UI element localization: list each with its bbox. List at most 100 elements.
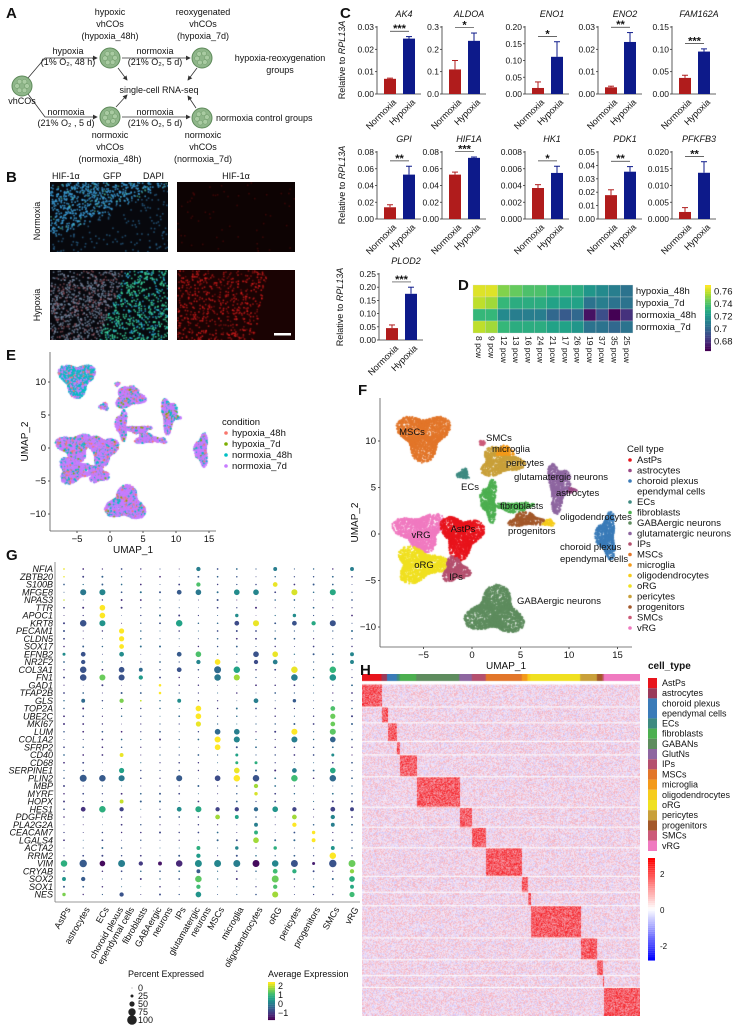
expression-dot <box>234 620 240 626</box>
y-tick-label: 0.020 <box>648 147 670 157</box>
reoxygenated-label: reoxygenated <box>176 7 231 17</box>
expression-dot <box>79 674 87 681</box>
legend-dot <box>628 615 632 620</box>
expression-dot <box>253 807 259 812</box>
row-label-normoxia: Normoxia <box>32 202 42 241</box>
expression-dot <box>293 692 296 694</box>
arrow-normoxic48-seq <box>115 94 128 108</box>
heatmap-cell <box>571 320 584 334</box>
expression-dot <box>235 637 238 640</box>
expression-dot <box>159 792 161 795</box>
expression-dot <box>234 815 239 819</box>
heatmap-cell <box>485 320 498 334</box>
colorbar-tick-label: 0.68 <box>714 337 733 348</box>
expression-dot <box>195 705 202 712</box>
color-legend-label: −1 <box>278 1008 288 1018</box>
organoid-cell <box>109 50 115 57</box>
expression-dot <box>293 715 295 717</box>
y-tick-label: 0.02 <box>578 44 595 54</box>
expression-dot <box>197 800 200 803</box>
expression-dot <box>81 876 86 882</box>
expression-dot <box>101 831 104 834</box>
expression-dot <box>63 637 65 640</box>
expression-dot <box>159 870 161 873</box>
y-tick-label: 0.15 <box>505 39 522 49</box>
legend-dot <box>628 531 632 536</box>
expression-dot <box>63 568 65 570</box>
expression-dot <box>350 660 354 664</box>
bar-chart-HIF1A: 0.000.020.040.060.08HIF1ANormoxiaHypoxia… <box>422 134 486 256</box>
expression-dot <box>351 738 353 741</box>
gene-label: FN1 <box>36 673 53 683</box>
y-tick-label: 0.008 <box>501 147 523 157</box>
expression-dot <box>81 659 86 665</box>
expression-dot <box>121 661 123 663</box>
expression-dot <box>293 583 296 586</box>
colorbar-segment <box>648 874 655 877</box>
y-tick-label: 0.03 <box>578 22 595 32</box>
expression-dot <box>329 767 336 774</box>
color-legend-segment <box>268 1014 275 1017</box>
expression-dot <box>217 692 219 694</box>
y-axis-label: Relative to RPL13A <box>337 21 347 100</box>
expression-dot <box>274 700 276 702</box>
colorbar-segment <box>648 886 655 889</box>
expression-dot <box>178 785 180 787</box>
expression-dot <box>119 651 124 657</box>
expression-dot <box>216 831 219 834</box>
normoxic48-label: normoxic <box>92 130 129 140</box>
expression-dot <box>82 816 84 818</box>
heatmap-cell <box>571 296 584 310</box>
expression-dot <box>293 800 295 803</box>
colorbar-segment <box>648 880 655 883</box>
expression-dot <box>348 860 356 867</box>
y-axis-label-gene: RPL13A <box>337 21 347 55</box>
expression-dot <box>274 591 277 594</box>
expression-dot <box>351 746 353 748</box>
colorbar-segment <box>705 320 711 323</box>
expression-dot <box>252 860 260 867</box>
expression-dot <box>63 777 65 779</box>
expression-dot <box>332 870 334 872</box>
heatmap-cell <box>583 284 597 298</box>
expression-dot <box>63 661 65 663</box>
colorbar-segment <box>648 882 655 885</box>
expression-dot <box>178 831 180 834</box>
expression-dot <box>252 774 260 782</box>
expression-dot <box>255 568 257 570</box>
expression-dot <box>63 606 65 609</box>
expression-dot <box>255 676 257 679</box>
expression-dot <box>274 607 276 609</box>
organoid-cell <box>102 55 108 61</box>
expression-dot <box>195 721 201 727</box>
expression-dot <box>63 761 65 764</box>
bar-hypoxia <box>468 40 480 94</box>
expression-dot <box>82 707 85 710</box>
y-tick-label: 0.05 <box>359 322 376 332</box>
expression-dot <box>159 885 161 888</box>
expression-dot <box>217 870 219 872</box>
gene-label: PLA2G2A <box>13 820 53 830</box>
expression-dot <box>99 589 106 596</box>
expression-dot <box>119 636 125 642</box>
cell-type-label: vRG <box>343 905 361 926</box>
expression-dot <box>254 830 258 835</box>
colorbar-segment <box>705 291 711 294</box>
expression-dot <box>101 885 104 888</box>
organoid-cell <box>112 55 118 61</box>
colorbar-segment <box>648 944 655 947</box>
row-label: normoxia_7d <box>636 322 691 333</box>
expression-dot <box>101 723 104 725</box>
normoxia-group-label: normoxia control groups <box>216 113 313 123</box>
color-legend-label: 2 <box>278 981 283 991</box>
expression-dot <box>214 860 222 867</box>
expression-dot <box>101 793 104 795</box>
expression-dot <box>235 707 238 710</box>
expression-dot <box>330 713 336 719</box>
expression-dot <box>254 761 258 765</box>
expression-dot <box>351 676 353 679</box>
heatmap-cell <box>497 320 511 334</box>
expression-dot <box>312 862 316 865</box>
colorbar-segment <box>705 309 711 312</box>
